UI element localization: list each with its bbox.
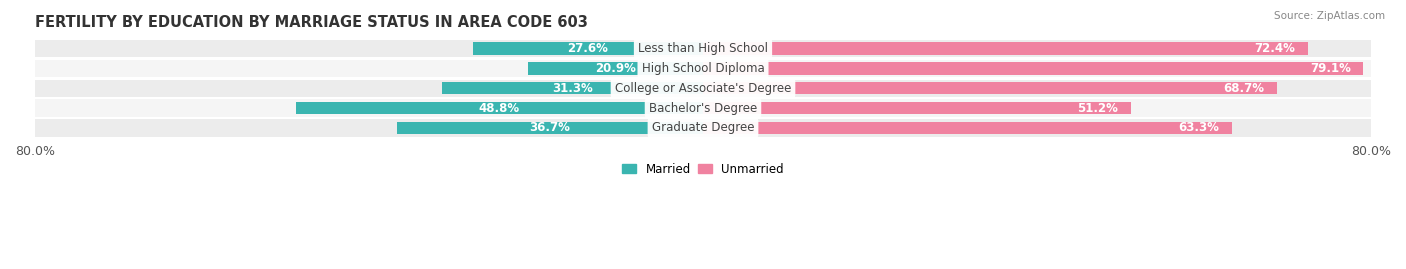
Text: 79.1%: 79.1% — [1310, 62, 1351, 75]
Bar — [703, 43, 1308, 55]
Bar — [529, 62, 703, 75]
Text: Less than High School: Less than High School — [638, 42, 768, 55]
Text: High School Diploma: High School Diploma — [641, 62, 765, 75]
Legend: Married, Unmarried: Married, Unmarried — [617, 158, 789, 180]
Bar — [35, 60, 1371, 77]
Bar — [35, 99, 1371, 117]
Bar — [396, 122, 703, 134]
Text: Source: ZipAtlas.com: Source: ZipAtlas.com — [1274, 11, 1385, 21]
Text: Bachelor's Degree: Bachelor's Degree — [650, 102, 756, 115]
Text: 20.9%: 20.9% — [595, 62, 636, 75]
Text: 31.3%: 31.3% — [553, 82, 593, 95]
Bar — [703, 122, 1232, 134]
Bar — [35, 40, 1371, 57]
Bar — [295, 102, 703, 114]
Text: 51.2%: 51.2% — [1077, 102, 1118, 115]
Text: 72.4%: 72.4% — [1254, 42, 1295, 55]
Text: FERTILITY BY EDUCATION BY MARRIAGE STATUS IN AREA CODE 603: FERTILITY BY EDUCATION BY MARRIAGE STATU… — [35, 15, 588, 30]
Text: 68.7%: 68.7% — [1223, 82, 1264, 95]
Text: 63.3%: 63.3% — [1178, 121, 1219, 134]
Bar — [35, 80, 1371, 97]
Bar — [703, 82, 1277, 94]
Bar — [703, 102, 1130, 114]
Text: 36.7%: 36.7% — [529, 121, 571, 134]
Text: 27.6%: 27.6% — [568, 42, 609, 55]
Bar — [441, 82, 703, 94]
Text: College or Associate's Degree: College or Associate's Degree — [614, 82, 792, 95]
Bar — [35, 119, 1371, 137]
Text: 48.8%: 48.8% — [478, 102, 520, 115]
Text: Graduate Degree: Graduate Degree — [652, 121, 754, 134]
Bar — [703, 62, 1364, 75]
Bar — [472, 43, 703, 55]
